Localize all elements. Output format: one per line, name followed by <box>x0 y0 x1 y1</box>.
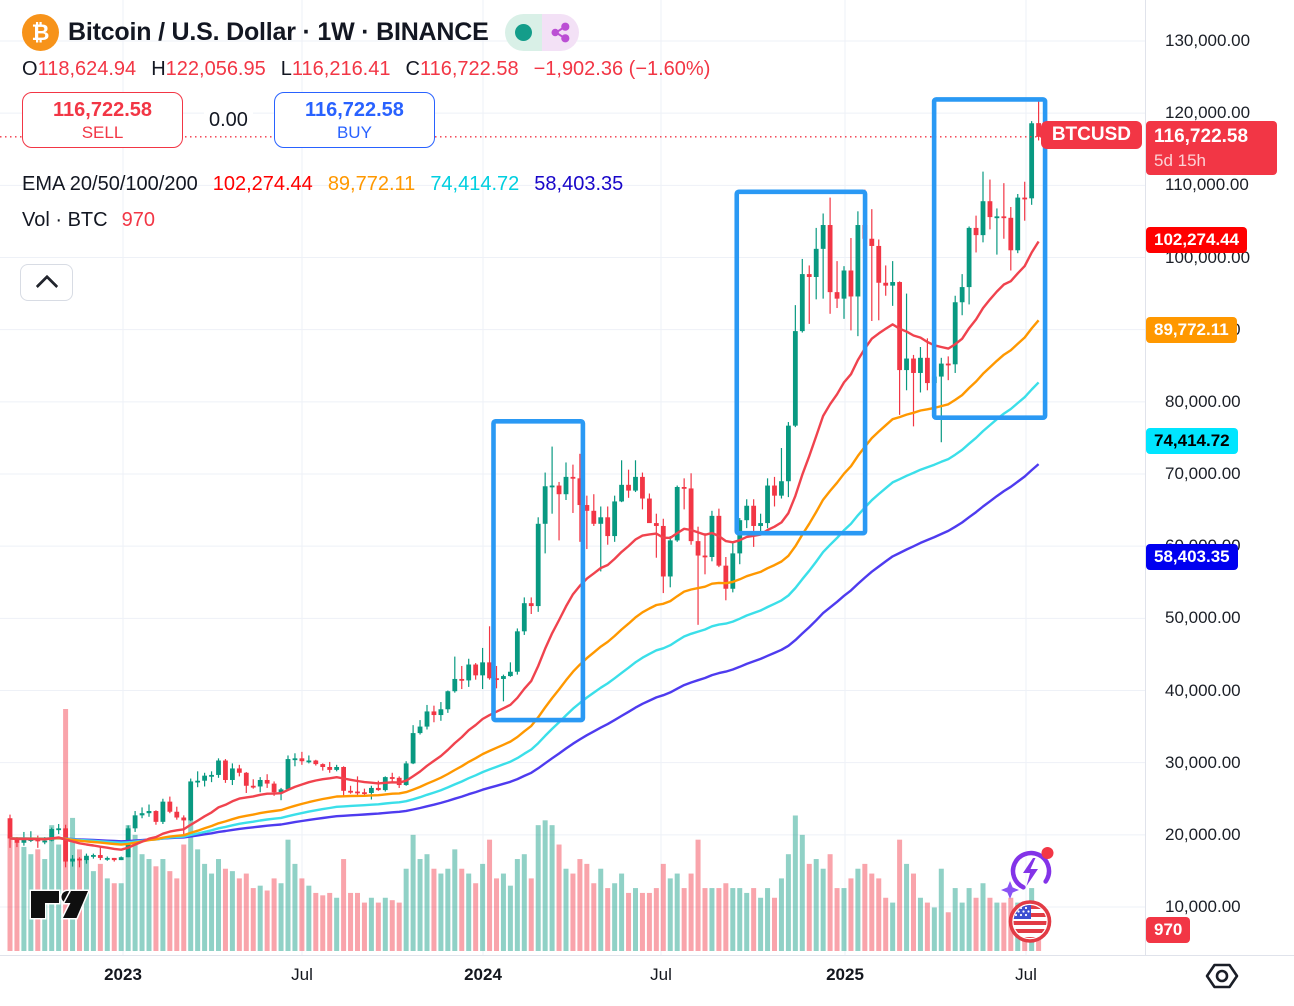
candles <box>7 98 1041 868</box>
bar-countdown: 5d 15h <box>1154 150 1206 170</box>
price-axis-label: 40,000.00 <box>1165 680 1241 700</box>
ema-lines <box>9 240 1040 851</box>
high-value: H122,056.95 <box>151 58 266 80</box>
sell-button[interactable]: 116,722.58 SELL <box>22 92 183 148</box>
page-title[interactable]: Bitcoin / U.S. Dollar · 1W · BINANCE <box>68 18 489 46</box>
price-axis-label: 50,000.00 <box>1165 608 1241 628</box>
symbol-price-label-badge: BTCUSD <box>1040 120 1142 149</box>
status-toggle-pill <box>504 14 579 51</box>
change-value: −1,902.36 (−1.60%) <box>533 58 711 80</box>
price-axis-label: 70,000.00 <box>1165 464 1241 483</box>
market-status-toggle[interactable] <box>504 14 542 51</box>
ohlc-row: O118,624.94 H122,056.95 L116,216.41 C116… <box>22 58 710 81</box>
ema-20-line <box>9 240 1040 851</box>
ema-indicator-row[interactable]: EMA 20/50/100/200 102,274.44 89,772.11 7… <box>22 173 710 196</box>
ema20-value: 102,274.44 <box>212 173 313 195</box>
time-axis[interactable]: 2023 Jul 2024 Jul 2025 Jul <box>0 955 1294 1006</box>
time-axis-label: Jul <box>291 965 313 984</box>
collapse-legend-button[interactable] <box>20 264 73 301</box>
ema200-axis-badge: 58,403.35 <box>1146 543 1238 570</box>
trade-buttons-row: 116,722.58 SELL 0.00 116,722.58 BUY <box>22 92 710 148</box>
buy-button[interactable]: 116,722.58 BUY <box>273 92 435 148</box>
current-price-value: 116,722.58 <box>1154 125 1249 147</box>
volume-bars <box>7 709 1042 951</box>
ema-200-line <box>9 463 1040 843</box>
us-flag-icon[interactable] <box>1007 899 1053 944</box>
ema-label: EMA 20/50/100/200 <box>22 173 198 195</box>
time-axis-label: 2023 <box>104 965 142 984</box>
ema200-value: 58,403.35 <box>534 173 624 195</box>
highlight-box[interactable] <box>931 97 1048 421</box>
bitcoin-icon: ₿ <box>22 14 59 51</box>
highlight-box[interactable] <box>491 419 586 723</box>
ema100-axis-badge: 74,414.72 <box>1146 428 1238 455</box>
spread-value: 0.00 <box>204 107 253 133</box>
time-axis-label: Jul <box>650 965 672 984</box>
lightning-bolt-icon <box>1023 858 1038 886</box>
ema-50-line <box>9 319 1040 846</box>
ema50-axis-badge: 89,772.11 <box>1146 317 1237 344</box>
price-axis-label: 20,000.00 <box>1165 824 1241 844</box>
volume-value: 970 <box>121 209 155 231</box>
highlight-boxes <box>491 97 1048 723</box>
share-icon <box>551 22 570 43</box>
price-axis-label: 130,000.00 <box>1165 31 1251 50</box>
chart-legend: ₿ Bitcoin / U.S. Dollar · 1W · BINANCE <box>22 14 710 232</box>
ai-assistant-icon[interactable] <box>1001 845 1059 899</box>
gear-icon[interactable] <box>1204 957 1240 995</box>
sparkle-icon <box>1001 881 1019 899</box>
time-axis-label: Jul <box>1015 965 1037 984</box>
price-axis-label: 10,000.00 <box>1165 897 1241 916</box>
ema20-axis-badge: 102,274.44 <box>1146 227 1248 254</box>
chevron-up-icon <box>35 274 58 297</box>
share-button[interactable] <box>541 14 579 51</box>
volume-label: Vol · BTC <box>22 209 108 231</box>
price-axis-label: 110,000.00 <box>1165 175 1249 195</box>
tradingview-logo[interactable] <box>26 884 92 924</box>
price-axis-label: 30,000.00 <box>1165 752 1241 772</box>
price-axis-label: 120,000.00 <box>1165 103 1251 123</box>
current-price-badge: 116,722.58 5d 15h <box>1146 120 1277 175</box>
price-axis-label: 80,000.00 <box>1165 391 1241 411</box>
notification-dot <box>1041 847 1054 859</box>
ema50-value: 89,772.11 <box>327 173 416 195</box>
open-value: O118,624.94 <box>22 58 137 80</box>
ema100-value: 74,414.72 <box>430 173 520 195</box>
low-value: L116,216.41 <box>280 58 391 80</box>
time-axis-label: 2025 <box>826 965 864 984</box>
volume-axis-badge: 970 <box>1146 917 1191 943</box>
time-axis-label: 2024 <box>464 965 502 984</box>
volume-indicator-row[interactable]: Vol · BTC 970 <box>22 209 710 232</box>
symbol-title-row: ₿ Bitcoin / U.S. Dollar · 1W · BINANCE <box>22 14 710 51</box>
close-value: C116,722.58 <box>405 58 519 80</box>
highlight-box[interactable] <box>734 189 868 536</box>
market-open-dot-icon <box>514 24 532 41</box>
